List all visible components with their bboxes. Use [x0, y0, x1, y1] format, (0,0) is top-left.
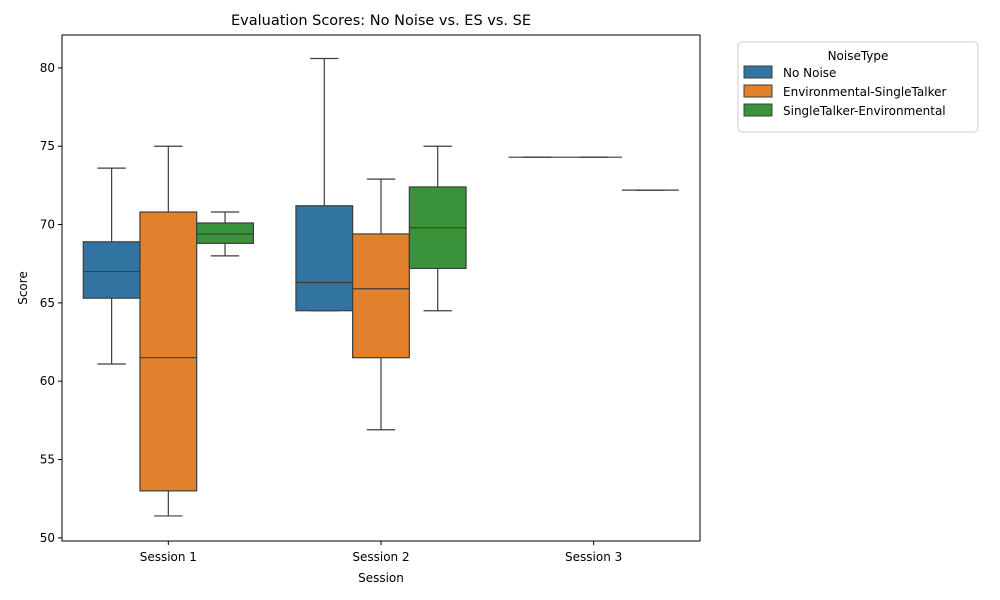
box-1-1: [82, 167, 141, 365]
y-tick-label: 65: [40, 296, 55, 310]
box-2-2: [352, 178, 410, 431]
legend-title: NoiseType: [828, 49, 889, 63]
legend-label: SingleTalker-Environmental: [783, 104, 946, 118]
y-tick-label: 70: [40, 218, 55, 232]
legend-swatch: [743, 103, 773, 117]
box-body: [295, 205, 354, 312]
box-2-1: [139, 145, 198, 517]
y-tick-label: 75: [40, 139, 55, 153]
y-tick-label: 55: [40, 453, 55, 467]
x-tick-label: Session 3: [565, 550, 622, 564]
y-tick-label: 50: [40, 531, 55, 545]
y-tick-label: 60: [40, 374, 55, 388]
legend-swatch: [743, 65, 773, 79]
box-3-1: [196, 211, 255, 257]
box-body: [196, 222, 255, 244]
legend-label: Environmental-SingleTalker: [783, 85, 946, 99]
box-1-2: [295, 57, 354, 312]
y-axis-label: Score: [16, 271, 30, 305]
x-axis: Session 1 Session 2 Session 3: [140, 541, 622, 564]
legend-swatch: [743, 84, 773, 98]
y-axis: 50 55 60 65 70 75 80: [40, 61, 62, 545]
x-tick-label: Session 1: [140, 550, 197, 564]
box-3-2: [408, 145, 467, 312]
x-axis-label: Session: [358, 571, 404, 585]
legend: NoiseType No Noise Environmental-SingleTa…: [737, 41, 979, 133]
box-body: [82, 241, 141, 299]
plot-area: [61, 34, 701, 542]
box-body: [352, 233, 410, 359]
chart-title: Evaluation Scores: No Noise vs. ES vs. S…: [231, 13, 531, 29]
box-body: [139, 211, 198, 492]
y-tick-label: 80: [40, 61, 55, 75]
legend-label: No Noise: [783, 66, 836, 80]
x-tick-label: Session 2: [352, 550, 409, 564]
legend-frame: [737, 41, 979, 133]
